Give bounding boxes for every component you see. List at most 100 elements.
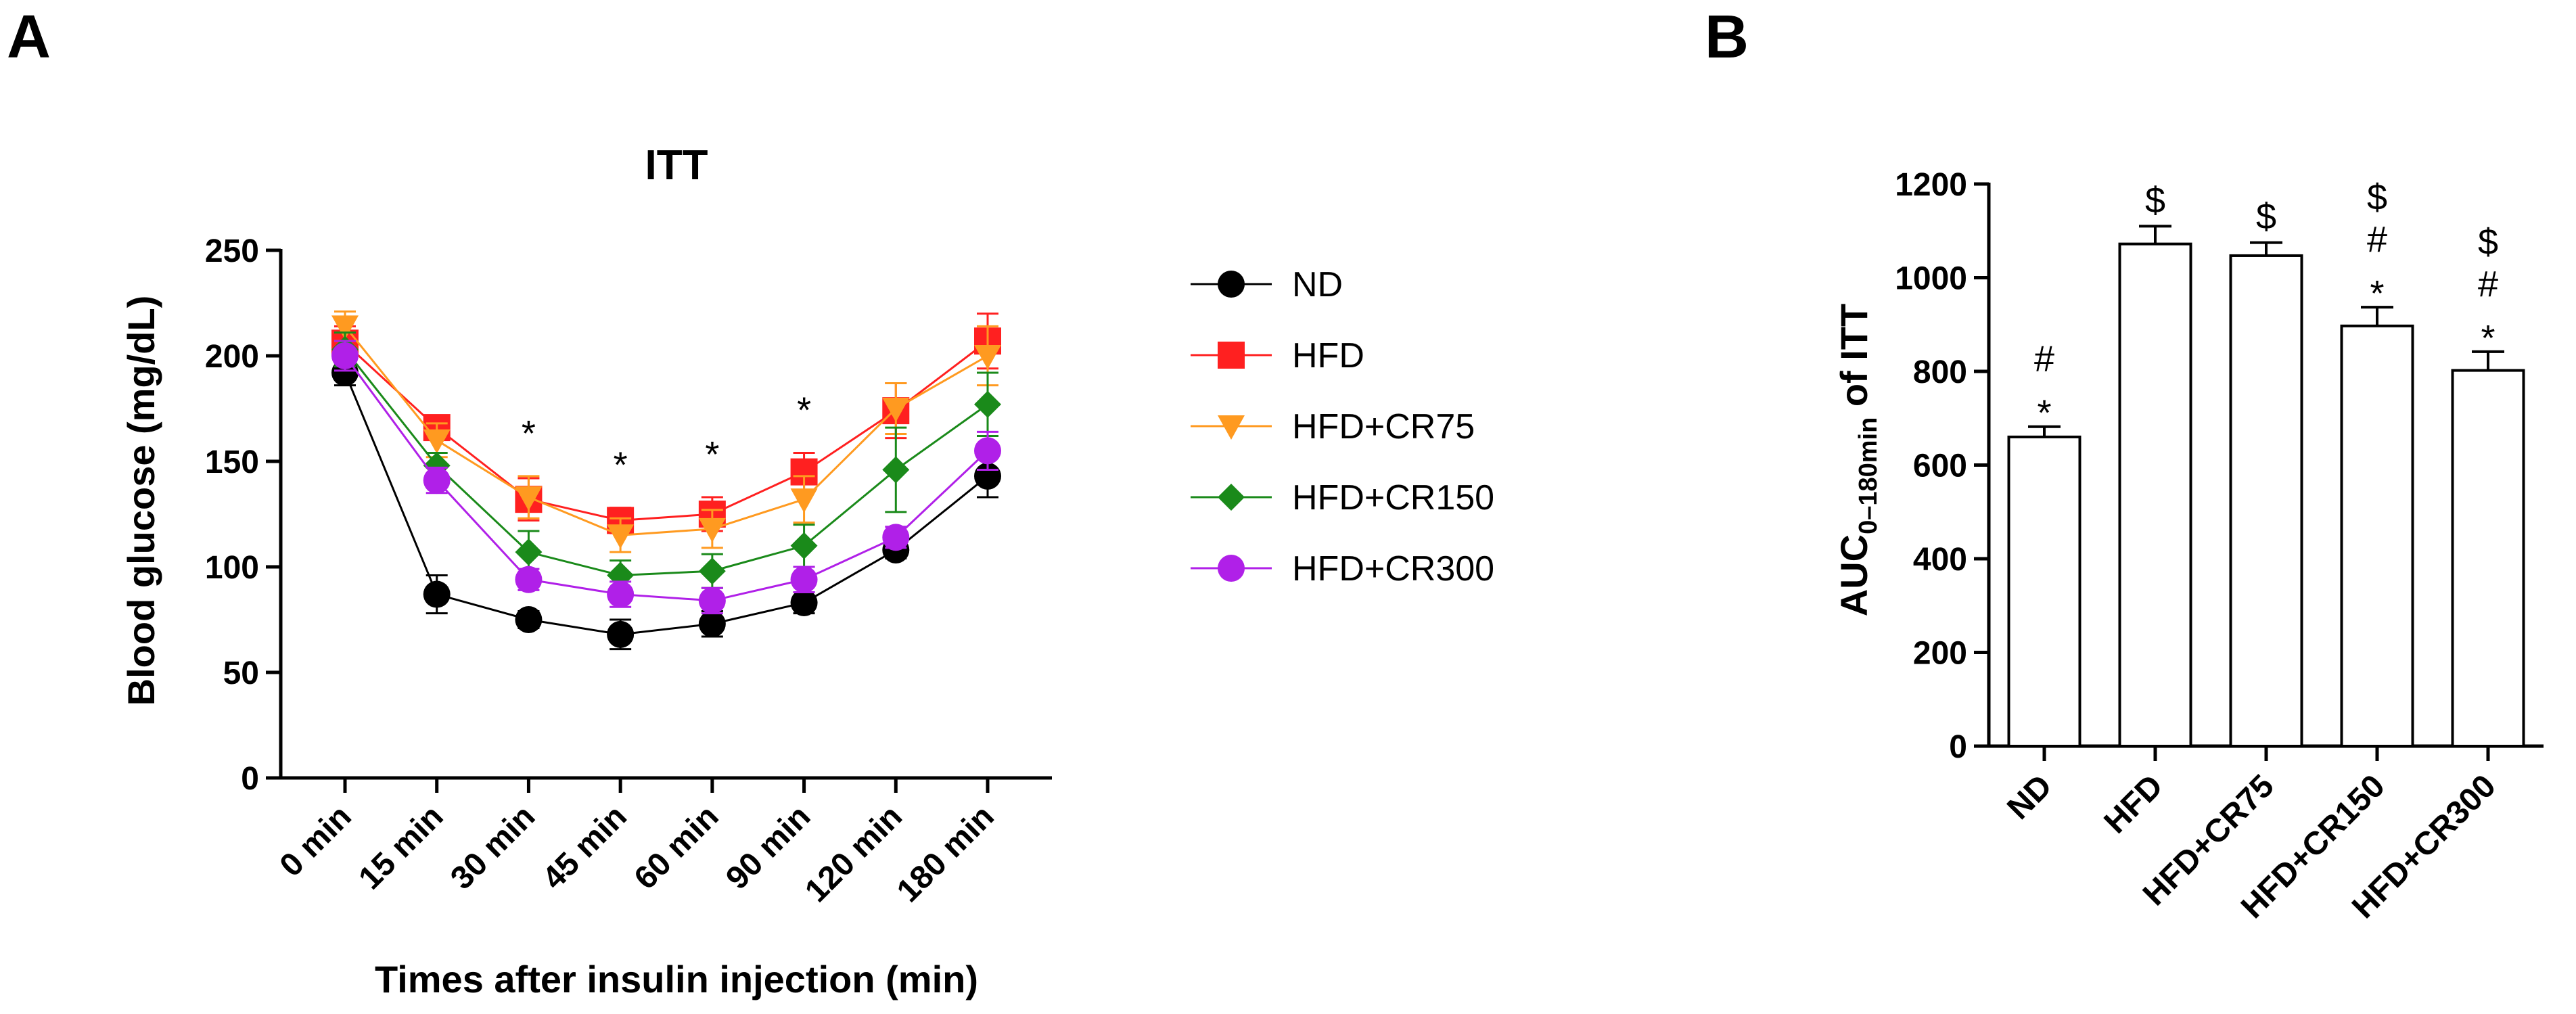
- chart-a-y-tick-label: 100: [205, 550, 259, 586]
- chart-b-significance-mark: $: [2145, 180, 2165, 221]
- chart-a-x-axis-label: Times after insulin injection (min): [375, 958, 978, 1000]
- chart-a-series-group: [331, 310, 1001, 651]
- chart-a-y-tick-label: 200: [205, 339, 259, 375]
- chart-a-data-point: [882, 456, 910, 484]
- chart-b-bar-group-hfd: [2118, 225, 2192, 747]
- chart-b-significance-mark: $: [2367, 177, 2387, 218]
- chart-a-legend-item-nd: ND: [1191, 265, 1343, 304]
- chart-b-y-tick-label: 800: [1913, 354, 1967, 390]
- chart-a-legend-marker: [1218, 342, 1245, 369]
- chart-a-significance-mark: *: [797, 390, 811, 431]
- chart-a-significance-mark: *: [522, 413, 536, 454]
- chart-a-data-point: [331, 342, 359, 369]
- chart-a-y-tick-label: 250: [205, 233, 259, 269]
- chart-a-data-point: [698, 610, 726, 638]
- chart-b-significance-mark: $: [2478, 222, 2498, 262]
- chart-b-y-label-tail: of ITT: [1833, 304, 1875, 417]
- chart-a-data-point: [698, 586, 726, 614]
- chart-b-bar: [2340, 324, 2414, 747]
- chart-a-legend-marker: [1218, 415, 1245, 440]
- chart-b-significance-mark: *: [2370, 273, 2384, 314]
- chart-a-series-line: [344, 325, 988, 536]
- chart-a-data-point: [423, 467, 451, 494]
- chart-a-data-point: [882, 524, 910, 551]
- chart-b-bars: [2007, 225, 2525, 747]
- itt-line-chart: ITT Blood glucose (mg/dL) Times after in…: [120, 142, 1494, 1000]
- chart-a-significance-mark: *: [614, 445, 628, 486]
- chart-a-x-tick-label: 30 min: [444, 798, 542, 896]
- chart-b-bar-group-hfd-cr300: [2451, 350, 2525, 747]
- chart-a-data-point: [882, 398, 910, 422]
- chart-a-legend-label: HFD+CR150: [1292, 478, 1494, 517]
- chart-a-y-tick-label: 50: [223, 655, 259, 691]
- chart-a-data-point: [698, 517, 726, 543]
- chart-a-data-point: [423, 580, 451, 608]
- chart-a-data-point: [790, 589, 818, 617]
- chart-a-series-hfd-cr300: [331, 340, 1001, 615]
- chart-a-data-point: [515, 566, 543, 593]
- chart-b-significance-mark: #: [2034, 339, 2054, 379]
- chart-b-x-tick-label: HFD: [2098, 768, 2170, 840]
- chart-a-annotations: * * * *: [522, 390, 811, 486]
- chart-a-series-line: [344, 355, 989, 602]
- chart-b-bar: [2118, 242, 2192, 747]
- chart-b-significance-mark: *: [2037, 393, 2051, 434]
- chart-a-title: ITT: [645, 142, 708, 189]
- chart-a-series-line: [344, 348, 988, 576]
- chart-a-data-point: [790, 532, 818, 559]
- chart-b-bar: [2229, 254, 2303, 747]
- chart-b-y-tick-label: 400: [1913, 542, 1967, 578]
- chart-b-bar-group-hfd-cr150: [2340, 306, 2414, 747]
- chart-a-legend-item-hfd-cr300: HFD+CR300: [1191, 549, 1494, 589]
- chart-a-axes: [266, 248, 1052, 793]
- chart-a-series-line: [344, 372, 988, 636]
- chart-b-x-tick-label: ND: [2000, 768, 2058, 826]
- chart-a-x-tick-label: 60 min: [628, 798, 726, 896]
- chart-a-legend-label: HFD+CR75: [1292, 407, 1475, 446]
- chart-a-data-point: [974, 345, 1001, 369]
- chart-a-legend-item-hfd: HFD: [1191, 336, 1364, 375]
- chart-a-legend-item-hfd-cr150: HFD+CR150: [1191, 478, 1494, 517]
- chart-a-x-tick-label: 180 min: [890, 798, 1001, 909]
- chart-b-y-tick-label: 0: [1949, 729, 1967, 765]
- chart-b-significance-mark: $: [2256, 197, 2276, 237]
- chart-a-legend-marker: [1218, 271, 1245, 298]
- chart-b-bar-group-hfd-cr75: [2229, 241, 2303, 747]
- chart-b-significance-mark: #: [2478, 264, 2498, 304]
- chart-a-legend-item-hfd-cr75: HFD+CR75: [1191, 407, 1475, 446]
- chart-b-y-tick-label: 600: [1913, 448, 1967, 484]
- chart-b-y-tick-label: 200: [1913, 636, 1967, 672]
- chart-a-data-point: [607, 524, 635, 549]
- chart-a-data-point: [423, 429, 451, 454]
- chart-a-data-point: [515, 486, 543, 511]
- chart-a-data-point: [790, 566, 818, 593]
- chart-b-y-label-main: AUC: [1833, 534, 1875, 616]
- panel-b-letter: B: [1705, 3, 1749, 71]
- chart-a-series-hfd-cr75: [331, 310, 1001, 553]
- chart-a-data-point: [331, 315, 359, 340]
- chart-a-data-point: [515, 606, 543, 633]
- chart-b-significance-mark: #: [2367, 219, 2387, 260]
- chart-a-legend: ND HFD HFD+CR75 HFD+CR150 HFD+CR300: [1191, 265, 1494, 589]
- chart-a-data-point: [698, 557, 726, 585]
- chart-a-x-tick-label: 45 min: [536, 798, 634, 896]
- chart-a-data-point: [515, 538, 543, 566]
- chart-a-legend-marker: [1218, 484, 1245, 511]
- chart-b-y-tick-label: 1000: [1895, 261, 1967, 297]
- auc-bar-chart: AUC0–180min of ITT 0 200 400 600 800 1000 1200…: [1833, 167, 2544, 925]
- chart-b-bar-group-nd: [2007, 425, 2082, 747]
- chart-b-y-tick-label: 1200: [1895, 167, 1967, 203]
- chart-b-y-axis-label: AUC0–180min of ITT: [1833, 304, 1883, 617]
- chart-a-data-point: [974, 390, 1001, 418]
- chart-a-x-tick-label: 120 min: [798, 798, 909, 909]
- chart-a-data-point: [974, 437, 1001, 465]
- chart-a-data-point: [607, 620, 635, 648]
- chart-b-y-label-subscript: 0–180min: [1854, 417, 1883, 534]
- chart-a-y-tick-label: 0: [241, 761, 259, 797]
- chart-a-series-line: [344, 340, 988, 522]
- chart-a-x-tick-label: 0 min: [273, 798, 359, 883]
- panel-a-letter: A: [7, 3, 51, 71]
- chart-a-significance-mark: *: [705, 434, 719, 475]
- chart-a-data-point: [790, 488, 818, 513]
